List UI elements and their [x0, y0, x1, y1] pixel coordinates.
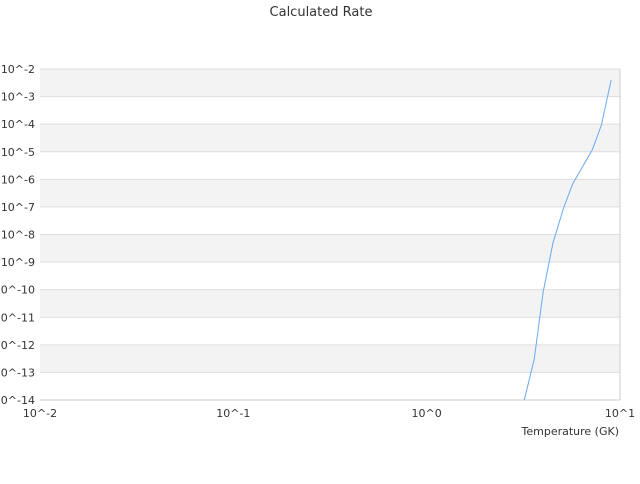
grid-band: [40, 344, 620, 373]
y-tick-label: 10^-12: [0, 339, 35, 352]
y-tick-label: 10^-14: [0, 394, 35, 407]
y-tick-label: 10^-5: [1, 146, 35, 159]
grid-band: [40, 96, 620, 125]
y-tick-label: 10^-11: [0, 311, 35, 324]
grid-band: [40, 234, 620, 263]
y-tick-label: 10^-2: [1, 63, 35, 76]
y-tick-label: 10^-8: [1, 229, 35, 242]
y-tick-label: 10^-9: [1, 256, 35, 269]
y-tick-label: 10^-4: [1, 118, 35, 131]
grid-band: [40, 206, 620, 235]
series-line: [523, 79, 612, 401]
grid-band: [40, 372, 620, 400]
y-tick-label: 10^-7: [1, 201, 35, 214]
grid-band: [40, 151, 620, 180]
x-axis-label: Temperature (GK): [521, 425, 620, 438]
x-tick-label: 10^1: [605, 407, 635, 420]
grid-band: [40, 262, 620, 290]
x-tick-label: 10^-2: [23, 407, 57, 420]
grid-band: [40, 317, 620, 345]
chart-title: Calculated Rate: [270, 5, 373, 20]
grid-band: [40, 69, 620, 97]
grid-band: [40, 124, 620, 152]
grid-band: [40, 179, 620, 207]
y-tick-label: 10^-3: [1, 91, 35, 104]
y-tick-label: 10^-13: [0, 366, 35, 379]
y-tick-label: 10^-10: [0, 284, 35, 297]
x-tick-label: 10^0: [412, 407, 442, 420]
y-tick-label: 10^-6: [1, 173, 35, 186]
x-tick-label: 10^-1: [216, 407, 250, 420]
grid-band: [40, 289, 620, 318]
